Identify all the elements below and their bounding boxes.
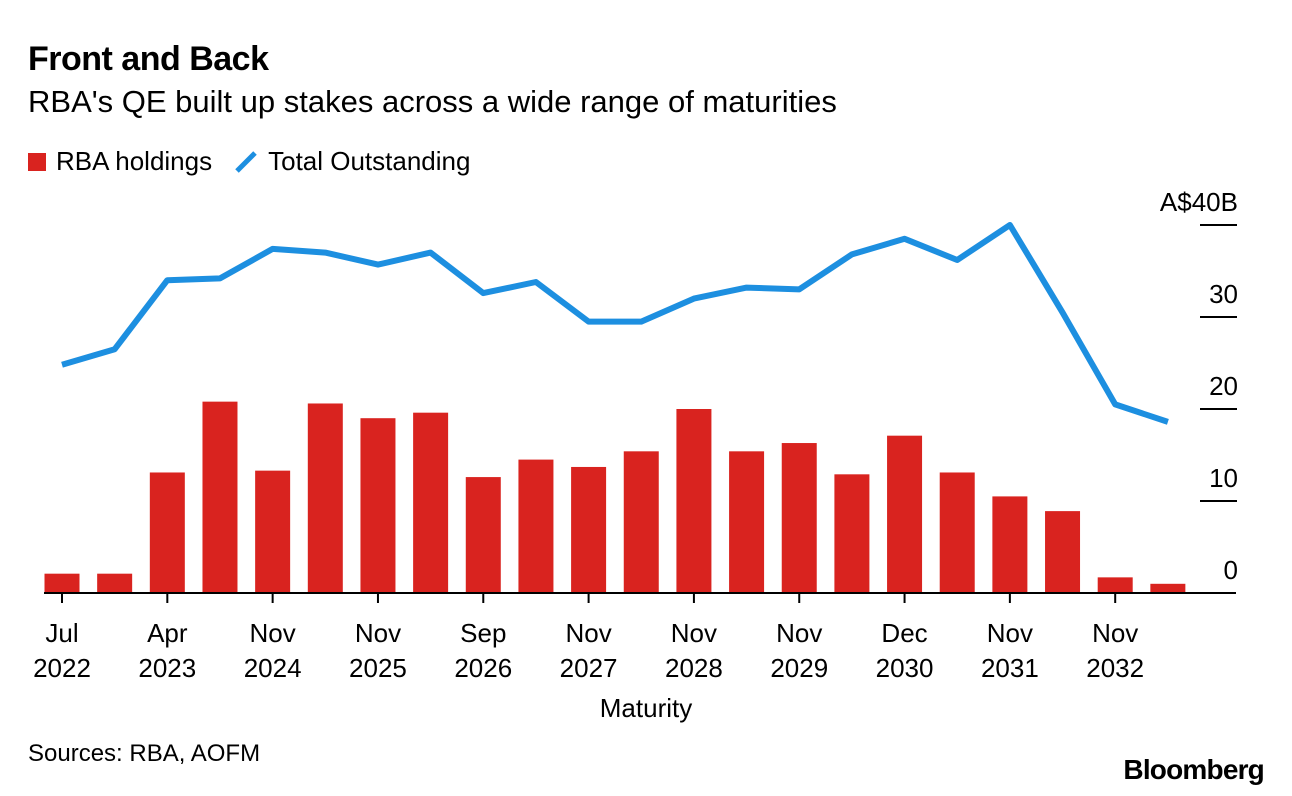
x-tick-label-month: Nov (565, 618, 611, 648)
legend: RBA holdings Total Outstanding (28, 146, 492, 177)
x-tick-label-year: 2032 (1086, 653, 1144, 683)
bar-rba-holdings (307, 403, 343, 593)
line-swatch-icon (235, 150, 257, 173)
legend-item-rba-holdings: RBA holdings (28, 146, 212, 177)
bar-rba-holdings (97, 573, 133, 593)
x-tick-label-year: 2029 (770, 653, 828, 683)
x-tick-label-month: Nov (250, 618, 296, 648)
bar-rba-holdings (202, 401, 238, 593)
bar-rba-holdings (413, 412, 449, 593)
x-tick-label-year: 2022 (33, 653, 91, 683)
bar-rba-holdings (623, 451, 659, 593)
x-tick-label-month: Sep (460, 618, 506, 648)
bar-rba-holdings (44, 573, 80, 593)
chart-title: Front and Back (28, 40, 269, 78)
source-note: Sources: RBA, AOFM (28, 740, 261, 767)
x-tick-label-year: 2028 (665, 653, 723, 683)
bar-rba-holdings (729, 451, 765, 593)
y-tick-label: 20 (1209, 371, 1238, 401)
x-tick-label-month: Apr (147, 618, 188, 648)
y-tick-label: 10 (1209, 463, 1238, 493)
bar-rba-holdings (834, 474, 870, 593)
x-tick-label-month: Nov (355, 618, 401, 648)
bar-rba-holdings (571, 466, 607, 593)
bar-rba-holdings (518, 459, 554, 593)
line-total-outstanding (61, 222, 1169, 425)
x-tick-label-year: 2025 (349, 653, 407, 683)
bar-rba-holdings (939, 472, 975, 593)
legend-item-total-outstanding: Total Outstanding (234, 146, 470, 177)
x-tick-label-year: 2023 (138, 653, 196, 683)
x-tick-label-month: Nov (1092, 618, 1138, 648)
bar-rba-holdings (992, 496, 1028, 593)
bar-rba-holdings (1097, 577, 1133, 593)
bar-rba-holdings (781, 443, 817, 593)
bar-rba-holdings (360, 418, 396, 593)
x-tick-label-month: Dec (881, 618, 927, 648)
legend-label-total-outstanding: Total Outstanding (268, 146, 471, 176)
bar-rba-holdings (887, 435, 923, 593)
x-axis-title: Maturity (600, 693, 692, 723)
legend-label-rba-holdings: RBA holdings (56, 146, 213, 176)
chart-subtitle: RBA's QE built up stakes across a wide r… (28, 84, 837, 119)
bar-rba-holdings (1045, 511, 1081, 593)
x-tick-label-year: 2031 (981, 653, 1039, 683)
x-tick-label-month: Jul (45, 618, 78, 648)
bar-rba-holdings (676, 409, 712, 593)
bar-rba-holdings (1150, 583, 1186, 593)
bloomberg-logo: Bloomberg (1123, 754, 1264, 785)
bar-swatch-icon (28, 152, 46, 171)
x-tick-label-year: 2026 (454, 653, 512, 683)
bar-rba-holdings (255, 470, 291, 593)
x-tick-label-month: Nov (776, 618, 822, 648)
y-tick-label: A$40B (1160, 187, 1238, 217)
y-tick-label: 0 (1224, 555, 1238, 585)
y-tick-label: 30 (1209, 279, 1238, 309)
x-tick-label-month: Nov (671, 618, 717, 648)
bar-rba-holdings (465, 477, 501, 593)
x-tick-label-year: 2024 (244, 653, 302, 683)
bar-rba-holdings (149, 472, 185, 593)
x-tick-label-month: Nov (987, 618, 1033, 648)
x-tick-label-year: 2027 (560, 653, 618, 683)
x-tick-label-year: 2030 (876, 653, 934, 683)
